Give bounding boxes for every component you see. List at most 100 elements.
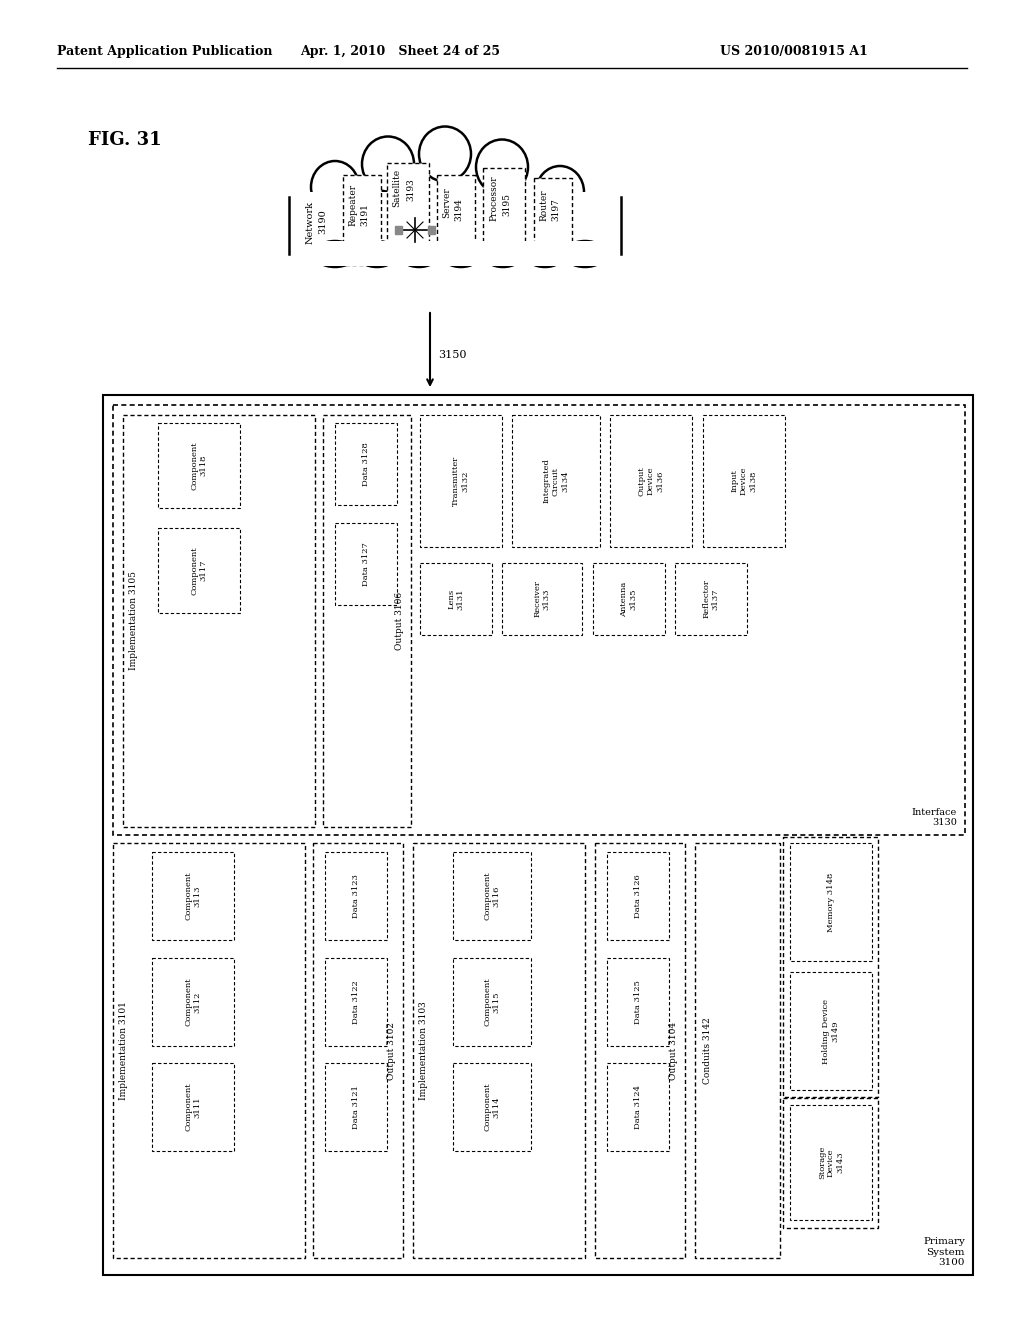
Text: 3150: 3150 <box>438 350 467 360</box>
Bar <box>512 414 600 546</box>
Text: Data 3124: Data 3124 <box>634 1085 642 1129</box>
Bar <box>428 226 435 234</box>
Bar <box>534 178 572 260</box>
Bar <box>152 958 234 1045</box>
Bar <box>607 851 669 940</box>
Text: 3190: 3190 <box>318 210 328 235</box>
Bar <box>289 242 621 267</box>
Ellipse shape <box>311 161 359 213</box>
Text: US 2010/0081915 A1: US 2010/0081915 A1 <box>720 45 868 58</box>
Bar <box>387 162 429 263</box>
Text: Implementation 3101: Implementation 3101 <box>119 1001 128 1100</box>
Text: Input
Device
3138: Input Device 3138 <box>731 467 757 495</box>
Bar <box>607 1063 669 1151</box>
Text: Antenna
3135: Antenna 3135 <box>621 581 638 616</box>
Bar <box>420 414 502 546</box>
Bar <box>287 187 623 317</box>
Bar <box>790 972 872 1090</box>
Text: Network: Network <box>305 201 314 243</box>
Text: Data 3123: Data 3123 <box>352 874 360 917</box>
Text: Conduits 3142: Conduits 3142 <box>702 1018 712 1084</box>
Text: Receiver
3133: Receiver 3133 <box>534 581 551 618</box>
Text: Holding Device
3149: Holding Device 3149 <box>822 998 840 1064</box>
Ellipse shape <box>314 242 356 267</box>
Text: Interface
3130: Interface 3130 <box>911 808 957 828</box>
Text: 3193: 3193 <box>407 178 416 202</box>
Text: Data 3126: Data 3126 <box>634 874 642 917</box>
Text: Component
3115: Component 3115 <box>483 978 501 1027</box>
Bar <box>595 843 685 1258</box>
Text: 3191: 3191 <box>360 203 370 227</box>
Text: Implementation 3105: Implementation 3105 <box>128 572 137 671</box>
Bar <box>790 843 872 961</box>
Bar <box>325 851 387 940</box>
Text: Primary
System
3100: Primary System 3100 <box>923 1237 965 1267</box>
Ellipse shape <box>362 136 414 191</box>
Ellipse shape <box>441 242 481 267</box>
Bar <box>593 564 665 635</box>
Text: Repeater: Repeater <box>348 183 357 226</box>
Bar <box>335 523 397 605</box>
Text: Transmitter
3132: Transmitter 3132 <box>453 455 470 506</box>
Text: Output
Device
3136: Output Device 3136 <box>638 466 665 496</box>
Text: 3194: 3194 <box>455 198 464 222</box>
Text: 3195: 3195 <box>503 194 512 216</box>
Text: Patent Application Publication: Patent Application Publication <box>57 45 272 58</box>
Bar <box>152 1063 234 1151</box>
Bar <box>675 564 746 635</box>
Text: Data 3121: Data 3121 <box>352 1085 360 1129</box>
Text: Component
3117: Component 3117 <box>190 546 208 595</box>
Text: Lens
3131: Lens 3131 <box>447 589 465 610</box>
Bar <box>783 837 878 1097</box>
Text: Data 3127: Data 3127 <box>362 543 370 586</box>
Text: Storage
Device
3143: Storage Device 3143 <box>818 1146 844 1179</box>
Text: Component
3111: Component 3111 <box>184 1082 202 1131</box>
Text: Apr. 1, 2010   Sheet 24 of 25: Apr. 1, 2010 Sheet 24 of 25 <box>300 45 500 58</box>
Ellipse shape <box>419 127 471 181</box>
Text: Output 3102: Output 3102 <box>386 1022 395 1080</box>
Bar <box>323 414 411 828</box>
Ellipse shape <box>476 140 528 194</box>
Text: Processor: Processor <box>489 176 499 220</box>
Text: Component
3114: Component 3114 <box>483 1082 501 1131</box>
Bar <box>343 176 381 265</box>
Bar <box>783 1098 878 1228</box>
Bar <box>113 843 305 1258</box>
Text: Output 3104: Output 3104 <box>669 1022 678 1080</box>
Bar <box>695 843 780 1258</box>
Bar <box>420 564 492 635</box>
Bar <box>790 1105 872 1220</box>
Bar <box>610 414 692 546</box>
Bar <box>395 226 402 234</box>
Bar <box>325 1063 387 1151</box>
Ellipse shape <box>399 242 439 267</box>
Bar <box>413 843 585 1258</box>
Text: Server: Server <box>442 187 452 218</box>
Text: Integrated
Circuit
3134: Integrated Circuit 3134 <box>543 458 569 503</box>
Text: Component
3116: Component 3116 <box>483 871 501 920</box>
Ellipse shape <box>536 166 584 218</box>
Text: Data 3122: Data 3122 <box>352 981 360 1024</box>
Text: Output 3106: Output 3106 <box>394 591 403 649</box>
Bar <box>103 395 973 1275</box>
Ellipse shape <box>525 242 565 267</box>
Text: Satellite: Satellite <box>392 169 401 207</box>
Bar <box>607 958 669 1045</box>
Bar <box>152 851 234 940</box>
Text: Component
3112: Component 3112 <box>184 978 202 1027</box>
Bar <box>113 405 965 836</box>
Bar <box>278 137 633 308</box>
Ellipse shape <box>357 242 397 267</box>
Text: Router: Router <box>540 189 549 220</box>
Bar <box>335 422 397 506</box>
Bar <box>703 414 785 546</box>
Text: Data 3128: Data 3128 <box>362 442 370 486</box>
Bar <box>453 851 531 940</box>
Bar <box>453 958 531 1045</box>
Bar <box>158 528 240 612</box>
Ellipse shape <box>483 242 523 267</box>
Text: Component
3118: Component 3118 <box>190 441 208 490</box>
Text: FIG. 31: FIG. 31 <box>88 131 162 149</box>
Bar <box>502 564 582 635</box>
Text: Component
3113: Component 3113 <box>184 871 202 920</box>
